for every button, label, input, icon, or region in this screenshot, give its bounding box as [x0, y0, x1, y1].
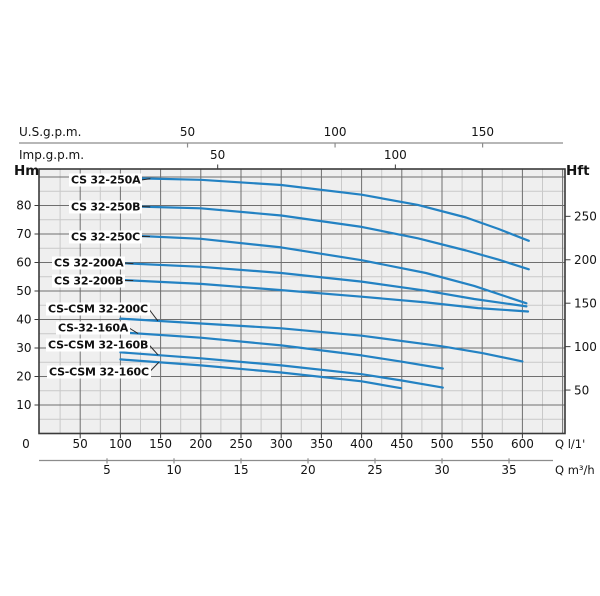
svg-text:150: 150 — [574, 296, 597, 310]
svg-text:20: 20 — [16, 370, 31, 384]
us-gpm-axis-label: U.S.g.p.m. — [19, 124, 82, 139]
curve-label-cs-32-200b: CS 32-200B — [52, 274, 126, 287]
curve-label-cs-32-160a: CS-32-160A — [56, 321, 131, 335]
svg-text:350: 350 — [310, 437, 333, 451]
svg-text:40: 40 — [16, 313, 31, 327]
svg-text:100: 100 — [574, 340, 597, 354]
curve-cs-32-250c — [139, 234, 528, 305]
svg-text:10: 10 — [166, 463, 181, 477]
flow-lmin-axis-label: Q l/1' — [555, 437, 586, 451]
svg-text:100: 100 — [324, 125, 347, 139]
axis-us-gpm: 50 100 150 — [19, 125, 563, 148]
curve-cs-csm-32-200c — [119, 317, 524, 363]
svg-text:35: 35 — [501, 463, 516, 477]
plot-background — [39, 169, 565, 434]
svg-text:15: 15 — [233, 463, 248, 477]
curve-cs-32-160a — [119, 331, 444, 370]
svg-text:200: 200 — [574, 253, 597, 267]
svg-text:50: 50 — [210, 148, 225, 162]
svg-text:250: 250 — [230, 437, 253, 451]
svg-text:20: 20 — [300, 463, 315, 477]
svg-text:550: 550 — [471, 437, 494, 451]
svg-text:250: 250 — [574, 210, 597, 224]
curves-layer — [119, 177, 530, 390]
svg-text:30: 30 — [434, 463, 449, 477]
curve-label-cs-32-250c: CS 32-250C — [69, 230, 142, 243]
curve-cs-32-250b — [139, 205, 530, 271]
svg-text:500: 500 — [431, 437, 454, 451]
svg-text:100: 100 — [384, 148, 407, 162]
leader-lines-layer — [124, 178, 160, 372]
axis-flow-m3h: 5 10 15 20 25 30 35 — [39, 458, 553, 477]
head-meters-axis-label: Hm — [14, 163, 40, 179]
svg-text:5: 5 — [103, 463, 111, 477]
svg-text:150: 150 — [149, 437, 172, 451]
curve-cs-32-200b — [119, 278, 530, 313]
axis-flow-lmin: 0 50 100 150 200 250 300 350 400 450 500 550 600 — [22, 433, 534, 451]
svg-text:70: 70 — [16, 227, 31, 241]
svg-text:50: 50 — [16, 284, 31, 298]
svg-text:10: 10 — [16, 398, 31, 412]
imp-gpm-axis-label: Imp.g.p.m. — [19, 148, 85, 162]
axis-head-m: 10 20 30 40 50 60 70 80 — [16, 199, 39, 412]
svg-text:400: 400 — [350, 437, 373, 451]
curve-label-cs-32-250b: CS 32-250B — [69, 200, 143, 213]
flow-m3h-axis-label: Q m³/h — [555, 463, 595, 477]
svg-text:30: 30 — [16, 341, 31, 355]
curve-label-cs-32-250a: CS 32-250A — [69, 173, 143, 187]
curve-cs-32-250a — [139, 177, 530, 242]
curve-label-cs-csm-32-200c: CS-CSM 32-200C — [46, 302, 150, 316]
plot-border — [38, 168, 566, 435]
svg-text:450: 450 — [390, 437, 413, 451]
svg-text:300: 300 — [270, 437, 293, 451]
curve-cs-32-200a — [119, 262, 528, 308]
svg-text:60: 60 — [16, 256, 31, 270]
svg-text:80: 80 — [16, 199, 31, 213]
svg-text:50: 50 — [73, 437, 88, 451]
svg-text:50: 50 — [574, 383, 589, 397]
svg-text:0: 0 — [22, 437, 30, 451]
svg-text:200: 200 — [189, 437, 212, 451]
svg-text:600: 600 — [511, 437, 534, 451]
svg-text:25: 25 — [367, 463, 382, 477]
axis-imp-gpm: 50 100 — [210, 148, 407, 170]
axis-head-ft: 50 100 150 200 250 — [565, 210, 597, 397]
svg-text:150: 150 — [471, 125, 494, 139]
curve-label-cs-csm-32-160c: CS-CSM 32-160C — [47, 365, 151, 378]
curve-cs-csm-32-160c — [119, 358, 403, 390]
curve-label-cs-32-200a: CS 32-200A — [52, 256, 126, 270]
curve-cs-csm-32-160b — [119, 351, 444, 389]
svg-text:50: 50 — [180, 125, 195, 139]
head-feet-axis-label: Hft — [566, 162, 590, 179]
svg-text:100: 100 — [109, 437, 132, 451]
curve-label-cs-csm-32-160b: CS-CSM 32-160B — [46, 338, 151, 352]
